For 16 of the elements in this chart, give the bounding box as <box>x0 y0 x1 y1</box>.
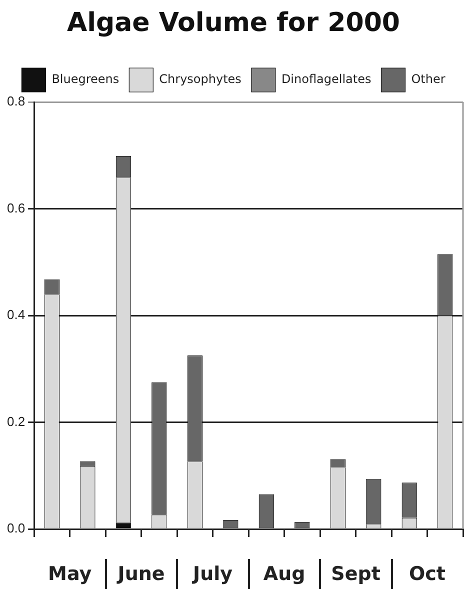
x-tick-label: Aug <box>263 562 306 585</box>
y-tick-label: 0.8 <box>6 94 26 109</box>
legend-label: Bluegreens <box>52 72 120 86</box>
y-tick-label: 0.4 <box>6 307 26 322</box>
y-tick-label: 0.2 <box>6 414 26 429</box>
x-tick-label: Sept <box>331 562 380 585</box>
y-tick-label: 0.0 <box>6 520 26 536</box>
y-tick-label: 0.6 <box>6 200 26 216</box>
x-tick-label: Oct <box>409 562 446 585</box>
x-tick-label: May <box>48 562 92 585</box>
chart-title: Algae Volume for 2000 <box>66 8 402 38</box>
x-tick-label: June <box>116 562 165 585</box>
legend-label: Other <box>411 72 446 86</box>
legend-label: Chrysophytes <box>159 72 242 86</box>
x-tick-label: July <box>191 562 234 585</box>
legend-label: Dinoflagellates <box>281 72 372 86</box>
